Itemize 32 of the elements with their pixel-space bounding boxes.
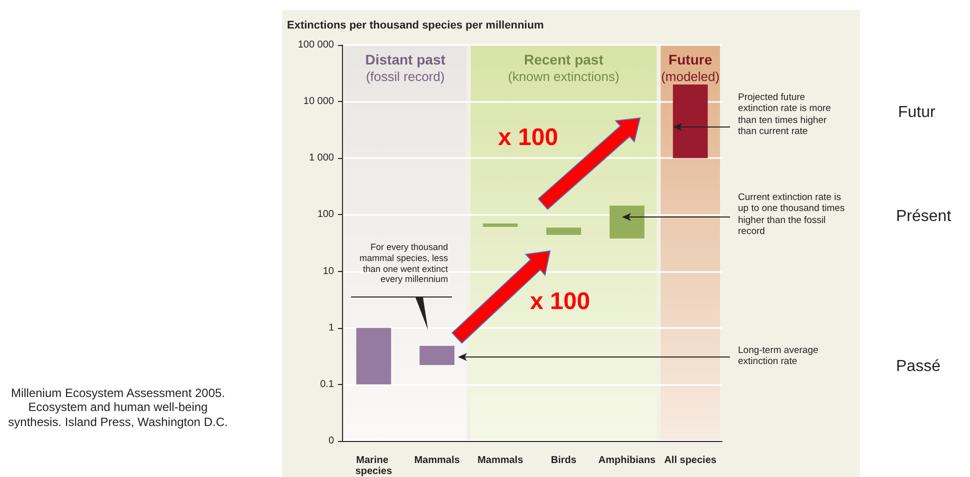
text: Long-term average extinction rate [738, 345, 820, 368]
text: Current extinction rate is up to one thousand times higher than the fossil record [738, 192, 846, 238]
bar [546, 228, 582, 235]
text: Passé [896, 357, 942, 376]
x-tick-label: All species [664, 455, 717, 466]
annotation: x 100 [530, 288, 592, 317]
band-label: Recent past (known extinctions) [508, 52, 620, 84]
x-tick-label: Amphibians [598, 455, 656, 466]
x-tick-label: Marine species [355, 455, 392, 477]
y-tick-label: 100 [317, 209, 334, 220]
x-tick-label: Mammals [478, 455, 524, 466]
bar [610, 206, 644, 238]
y-tick-label: 0 [328, 436, 334, 446]
y-tick-label: 1 [328, 322, 334, 334]
text: Futur [898, 103, 936, 122]
y-tick-label: 10 000 [303, 96, 334, 108]
bar [420, 346, 454, 366]
y-tick-label: 0.1 [320, 378, 334, 390]
annotation: For every thousand mammal species, less than one went extinct every millennium [358, 242, 448, 286]
y-axis-title: Extinctions per thousand species per millennium [287, 20, 544, 32]
y-tick-label: 1 000 [308, 152, 334, 164]
text: Présent [896, 207, 952, 226]
bar [482, 223, 518, 227]
band-label: Future (modeled) [661, 52, 720, 84]
band-label: Distant past (fossil record) [365, 52, 446, 84]
x-tick-label: Mammals [414, 455, 460, 466]
text: Millenium Ecosystem Assessment 2005. Ecosystem and human well-being synthesis. Island Press, Washington D.C. [7, 386, 229, 430]
annotation: x 100 [498, 124, 560, 153]
x-tick-label: Birds [550, 455, 577, 466]
text: Projected future extinction rate is more than ten times higher than current rate [738, 92, 832, 138]
y-tick-label: 10 [322, 266, 334, 277]
y-tick-label: 100 000 [298, 40, 334, 50]
